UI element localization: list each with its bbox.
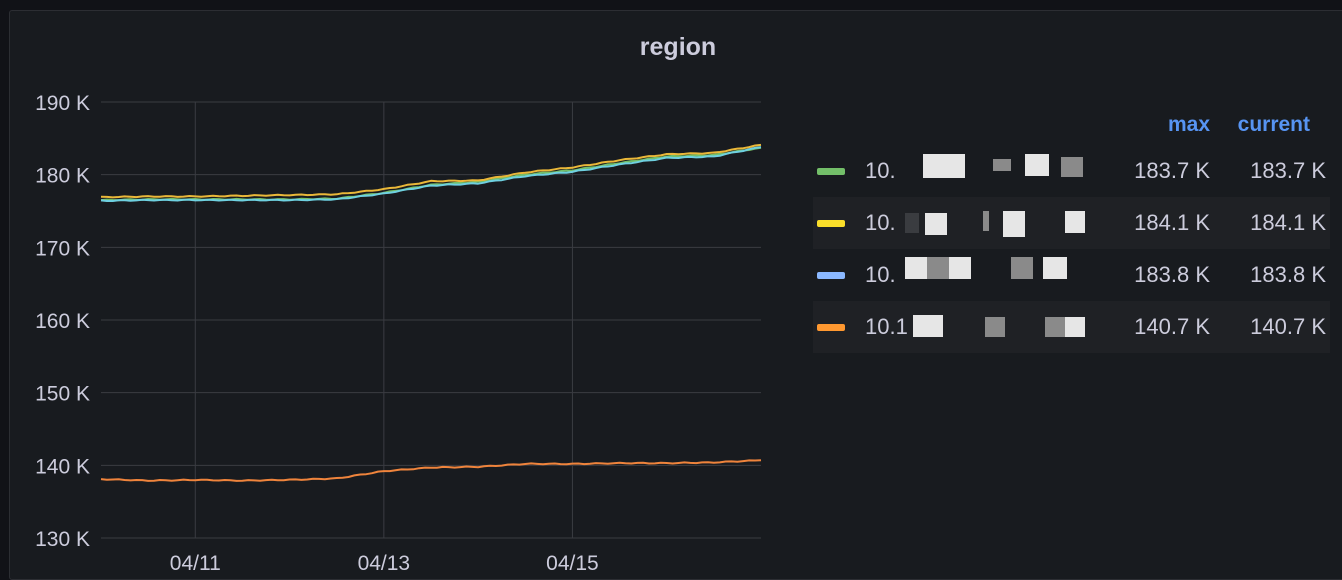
line-chart[interactable]: 130 K 140 K 150 K 160 K 170 K 180 K 190 K 04/11… bbox=[10, 11, 810, 571]
series-name[interactable]: 10.1 bbox=[865, 314, 908, 339]
y-tick-label: 150 K bbox=[35, 383, 90, 406]
x-tick-label: 04/15 bbox=[546, 552, 599, 571]
legend-item[interactable]: 10. 184.1 K 184.1 K bbox=[813, 197, 1330, 249]
series-name[interactable]: 10. bbox=[865, 158, 896, 183]
redaction-block bbox=[927, 257, 949, 279]
legend-column-current[interactable]: current bbox=[1237, 113, 1310, 136]
y-tick-label: 170 K bbox=[35, 237, 90, 260]
redaction-block bbox=[1061, 157, 1083, 177]
series-color-swatch[interactable] bbox=[817, 168, 845, 175]
legend-item[interactable]: 10. 183.7 K 183.7 K bbox=[813, 145, 1330, 197]
series-max-value: 140.7 K bbox=[1134, 314, 1210, 339]
series-max-value: 184.1 K bbox=[1134, 210, 1210, 235]
redaction-block bbox=[923, 154, 965, 178]
x-tick-label: 04/11 bbox=[170, 552, 221, 571]
y-tick-label: 160 K bbox=[35, 310, 90, 333]
series-current-value: 140.7 K bbox=[1250, 314, 1326, 339]
y-tick-label: 140 K bbox=[35, 455, 90, 478]
legend: max current 10. 183.7 K 183.7 K 10. bbox=[813, 109, 1330, 353]
redaction-block bbox=[905, 257, 927, 279]
redaction-block bbox=[1043, 257, 1067, 279]
redaction-block bbox=[1045, 317, 1067, 337]
series-color-swatch[interactable] bbox=[817, 272, 845, 279]
series-color-swatch[interactable] bbox=[817, 324, 845, 331]
legend-item[interactable]: 10.1 140.7 K 140.7 K bbox=[813, 301, 1330, 353]
x-tick-label: 04/13 bbox=[358, 552, 411, 571]
redaction-block bbox=[985, 317, 1005, 337]
redaction-block bbox=[1065, 317, 1085, 337]
series-name[interactable]: 10. bbox=[865, 210, 896, 235]
series-name[interactable]: 10. bbox=[865, 262, 896, 287]
panel-title[interactable]: region bbox=[639, 33, 717, 61]
series-max-value: 183.7 K bbox=[1134, 158, 1210, 183]
redaction-block bbox=[1065, 211, 1085, 233]
redaction-block bbox=[983, 211, 989, 231]
redaction-block bbox=[993, 159, 1011, 171]
series-line[interactable] bbox=[100, 459, 762, 482]
series-color-swatch[interactable] bbox=[817, 220, 845, 227]
series-line[interactable] bbox=[100, 146, 762, 202]
redaction-block bbox=[905, 213, 919, 233]
redaction-block bbox=[925, 213, 947, 235]
y-tick-label: 180 K bbox=[35, 165, 90, 188]
y-tick-label: 190 K bbox=[35, 92, 90, 115]
legend-column-max[interactable]: max bbox=[1167, 113, 1210, 136]
series-current-value: 183.8 K bbox=[1250, 262, 1326, 287]
graph-panel: region 130 K 140 K 150 K 160 K 170 K 180 K 190… bbox=[9, 10, 1342, 580]
series-current-value: 184.1 K bbox=[1250, 210, 1326, 235]
legend-header: max current bbox=[813, 109, 1330, 145]
redaction-block bbox=[1003, 211, 1025, 237]
series-line[interactable] bbox=[100, 143, 762, 199]
redaction-block bbox=[1025, 154, 1049, 176]
redaction-block bbox=[1011, 257, 1033, 279]
y-tick-label: 130 K bbox=[35, 528, 90, 551]
legend-item[interactable]: 10. 183.8 K 183.8 K bbox=[813, 249, 1330, 301]
redaction-block bbox=[913, 315, 943, 337]
series-current-value: 183.7 K bbox=[1250, 158, 1326, 183]
series-max-value: 183.8 K bbox=[1134, 262, 1210, 287]
redaction-block bbox=[949, 257, 971, 279]
